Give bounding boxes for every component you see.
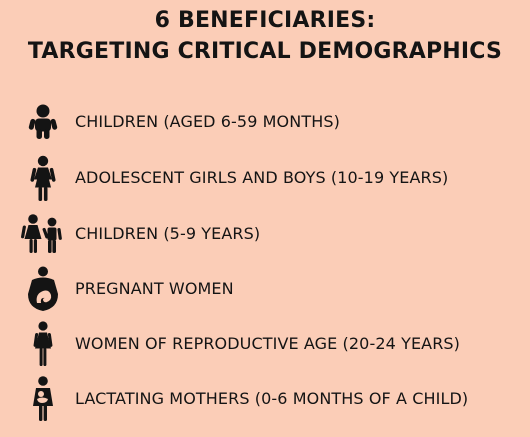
- beneficiary-label: WOMEN OF REPRODUCTIVE AGE (20-24 YEARS): [75, 334, 461, 353]
- woman-icon: [20, 320, 66, 370]
- title-line-1: 6 BENEFICIARIES:: [154, 8, 376, 33]
- page-title: 6 BENEFICIARIES: TARGETING CRITICAL DEMO…: [0, 5, 530, 67]
- beneficiary-label: CHILDREN (AGED 6-59 MONTHS): [75, 112, 340, 131]
- beneficiary-row-children-6-59-months: CHILDREN (AGED 6-59 MONTHS): [0, 98, 530, 148]
- beneficiary-row-women-reproductive-age: WOMEN OF REPRODUCTIVE AGE (20-24 YEARS): [0, 320, 530, 370]
- children-pair-icon: [20, 210, 66, 260]
- adolescent-girl-icon: [20, 154, 66, 204]
- beneficiary-row-lactating-mothers: LACTATING MOTHERS (0-6 MONTHS OF A CHILD…: [0, 375, 530, 425]
- beneficiary-label: PREGNANT WOMEN: [75, 279, 234, 298]
- pregnant-woman-icon: [20, 265, 66, 315]
- toddler-icon: [20, 98, 66, 148]
- beneficiary-label: LACTATING MOTHERS (0-6 MONTHS OF A CHILD…: [75, 389, 469, 408]
- beneficiary-row-children-5-9-years: CHILDREN (5-9 YEARS): [0, 210, 530, 260]
- title-line-2: TARGETING CRITICAL DEMOGRAPHICS: [27, 39, 503, 64]
- lactating-mother-icon: [20, 375, 66, 425]
- beneficiary-label: CHILDREN (5-9 YEARS): [75, 224, 261, 243]
- beneficiary-row-adolescents: ADOLESCENT GIRLS AND BOYS (10-19 YEARS): [0, 154, 530, 204]
- beneficiary-label: ADOLESCENT GIRLS AND BOYS (10-19 YEARS): [75, 168, 449, 187]
- beneficiary-row-pregnant-women: PREGNANT WOMEN: [0, 265, 530, 315]
